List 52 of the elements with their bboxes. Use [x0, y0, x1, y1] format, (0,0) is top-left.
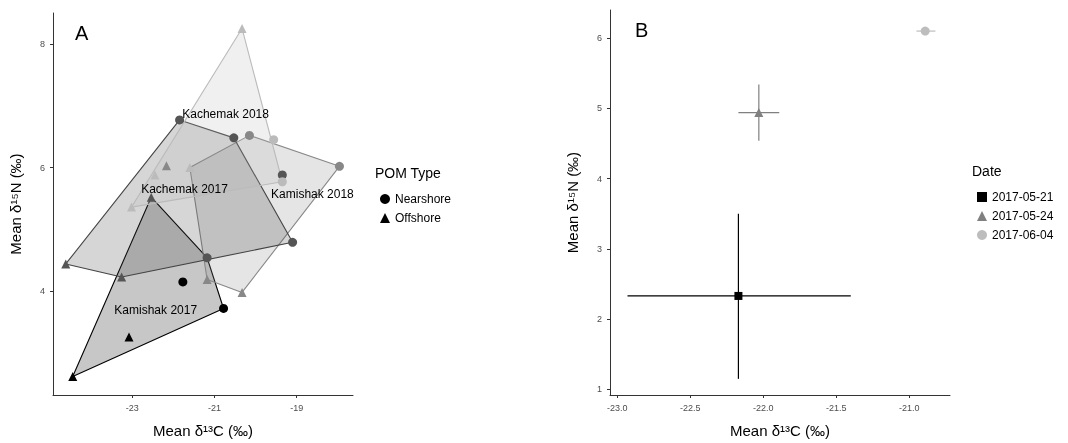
legend-label: 2017-05-24 — [992, 209, 1054, 223]
point — [202, 253, 212, 263]
point — [219, 303, 229, 313]
x-tick-label: -19 — [290, 402, 304, 413]
point — [288, 237, 298, 247]
y-tick-label: 8 — [39, 38, 45, 49]
chart-title: A — [75, 22, 89, 44]
point — [175, 115, 185, 125]
point — [334, 161, 344, 171]
y-tick-label: 6 — [596, 33, 602, 44]
point — [237, 23, 247, 33]
point — [202, 274, 212, 284]
legend-title: Date — [972, 163, 1002, 179]
x-axis-title: Mean δ¹³C (‰) — [152, 422, 254, 439]
point — [237, 287, 247, 297]
x-tick-label: -22.5 — [680, 402, 701, 413]
y-axis-title: Mean δ¹⁵N (‰) — [564, 151, 581, 254]
y-axis-title: Mean δ¹⁵N (‰) — [7, 153, 24, 255]
legend-label: Offshore — [395, 211, 442, 225]
series-label: Kamishak 2018 — [271, 187, 355, 202]
point — [244, 130, 254, 140]
y-tick-label: 1 — [596, 384, 602, 395]
legend-title: POM Type — [375, 165, 442, 181]
legend-label: Nearshore — [395, 192, 452, 206]
point — [126, 202, 136, 212]
point — [734, 291, 743, 300]
y-tick-label: 6 — [39, 162, 45, 173]
legend-label: 2017-05-21 — [992, 190, 1054, 204]
series-label: Kamishak 2017 — [114, 303, 198, 318]
x-tick-label: -23 — [125, 402, 139, 413]
y-tick-label: 4 — [596, 173, 602, 184]
x-tick-label: -22.0 — [752, 402, 774, 413]
y-tick-label: 3 — [596, 243, 602, 254]
point — [124, 332, 134, 342]
legend-label: 2017-06-04 — [992, 228, 1054, 242]
x-tick-label: -23.0 — [607, 402, 628, 413]
point — [920, 26, 930, 36]
x-tick-label: -21.5 — [825, 402, 847, 413]
point — [229, 133, 239, 143]
point — [161, 161, 171, 171]
y-tick-label: 2 — [596, 314, 602, 325]
series-label: Kachemak 2017 — [141, 182, 229, 197]
point — [754, 108, 764, 118]
series-label: Kachemak 2018 — [182, 106, 270, 121]
y-tick-label: 4 — [39, 286, 45, 297]
x-axis-title: Mean δ¹³C (‰) — [729, 422, 831, 439]
chart-title: B — [635, 19, 649, 41]
point — [68, 371, 78, 381]
point — [178, 277, 188, 287]
y-tick-label: 5 — [596, 103, 602, 114]
x-tick-label: -21.0 — [898, 402, 920, 413]
x-tick-label: -21 — [208, 402, 222, 413]
